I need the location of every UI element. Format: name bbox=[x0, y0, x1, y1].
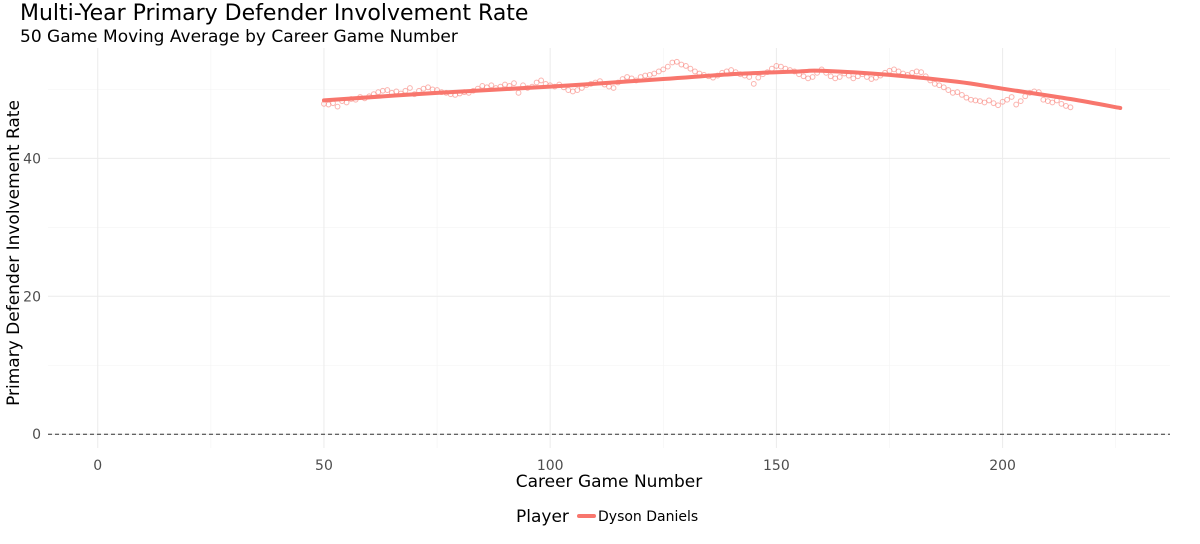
legend: Player Dyson Daniels bbox=[516, 507, 698, 527]
data-point bbox=[533, 79, 540, 86]
data-point bbox=[673, 58, 680, 65]
data-point bbox=[1008, 94, 1015, 100]
data-point bbox=[800, 73, 807, 80]
data-point bbox=[945, 87, 952, 93]
data-point bbox=[995, 102, 1001, 109]
x-tick-label: 100 bbox=[537, 458, 564, 474]
x-tick-label: 0 bbox=[93, 458, 102, 474]
data-point bbox=[850, 75, 857, 82]
data-point bbox=[936, 82, 943, 89]
data-point bbox=[655, 68, 662, 75]
data-point bbox=[1004, 96, 1011, 103]
data-point bbox=[488, 82, 495, 89]
data-point bbox=[963, 94, 970, 101]
data-point bbox=[809, 74, 816, 80]
data-point bbox=[1017, 98, 1024, 105]
series-trend-line-dyson-daniels bbox=[321, 68, 1123, 110]
data-point bbox=[981, 99, 988, 106]
x-tick-label: 150 bbox=[763, 458, 790, 474]
data-point bbox=[986, 97, 992, 104]
data-point bbox=[990, 100, 997, 107]
data-point bbox=[1058, 100, 1065, 107]
chart-subtitle: 50 Game Moving Average by Career Game Nu… bbox=[20, 27, 458, 47]
data-point bbox=[660, 66, 667, 73]
data-point bbox=[1049, 99, 1056, 106]
data-point bbox=[669, 59, 676, 66]
data-point bbox=[683, 63, 689, 69]
data-point bbox=[515, 89, 522, 96]
trend-layer bbox=[321, 68, 1123, 110]
y-tick-label: 40 bbox=[23, 151, 41, 167]
data-point bbox=[827, 73, 834, 80]
data-point bbox=[891, 66, 897, 73]
x-tick-label: 200 bbox=[989, 458, 1016, 474]
data-point bbox=[972, 97, 979, 104]
data-point bbox=[384, 87, 391, 93]
legend-label-dyson-daniels: Dyson Daniels bbox=[598, 509, 698, 525]
y-tick-layer: 0 20 40 bbox=[23, 151, 41, 443]
data-point bbox=[1067, 104, 1074, 111]
data-point bbox=[692, 68, 698, 75]
legend-title: Player bbox=[516, 507, 569, 527]
data-point bbox=[918, 69, 925, 76]
data-point bbox=[651, 70, 658, 77]
data-point bbox=[958, 91, 965, 98]
y-tick-label: 0 bbox=[32, 427, 41, 443]
data-point bbox=[664, 63, 671, 70]
data-point bbox=[334, 103, 341, 110]
y-tick-label: 20 bbox=[23, 289, 41, 305]
data-point bbox=[402, 87, 409, 94]
data-point bbox=[750, 80, 757, 87]
x-tick-layer: 0 50 100 150 200 bbox=[93, 458, 1016, 474]
data-point bbox=[574, 87, 581, 93]
points-layer bbox=[321, 58, 1074, 111]
data-point bbox=[425, 84, 431, 91]
chart-title: Multi-Year Primary Defender Involvement … bbox=[20, 1, 529, 26]
data-point bbox=[940, 84, 947, 91]
x-tick-label: 50 bbox=[315, 458, 333, 474]
data-point bbox=[511, 80, 517, 87]
data-point bbox=[913, 68, 920, 75]
data-point bbox=[778, 63, 784, 70]
data-point bbox=[407, 85, 413, 91]
data-point bbox=[379, 87, 386, 94]
data-point bbox=[836, 74, 843, 80]
data-point bbox=[610, 85, 617, 91]
data-point bbox=[642, 72, 649, 79]
data-point bbox=[1022, 93, 1029, 100]
y-axis-title: Primary Defender Involvement Rate bbox=[4, 100, 24, 406]
data-point bbox=[1013, 101, 1020, 108]
grid-layer bbox=[48, 48, 1170, 448]
data-point bbox=[687, 65, 694, 72]
x-axis-title: Career Game Number bbox=[516, 472, 703, 492]
data-point bbox=[954, 89, 961, 96]
data-point bbox=[968, 96, 974, 103]
data-point bbox=[949, 89, 956, 96]
data-point bbox=[538, 77, 545, 84]
data-point bbox=[999, 98, 1006, 105]
data-point bbox=[755, 74, 762, 81]
